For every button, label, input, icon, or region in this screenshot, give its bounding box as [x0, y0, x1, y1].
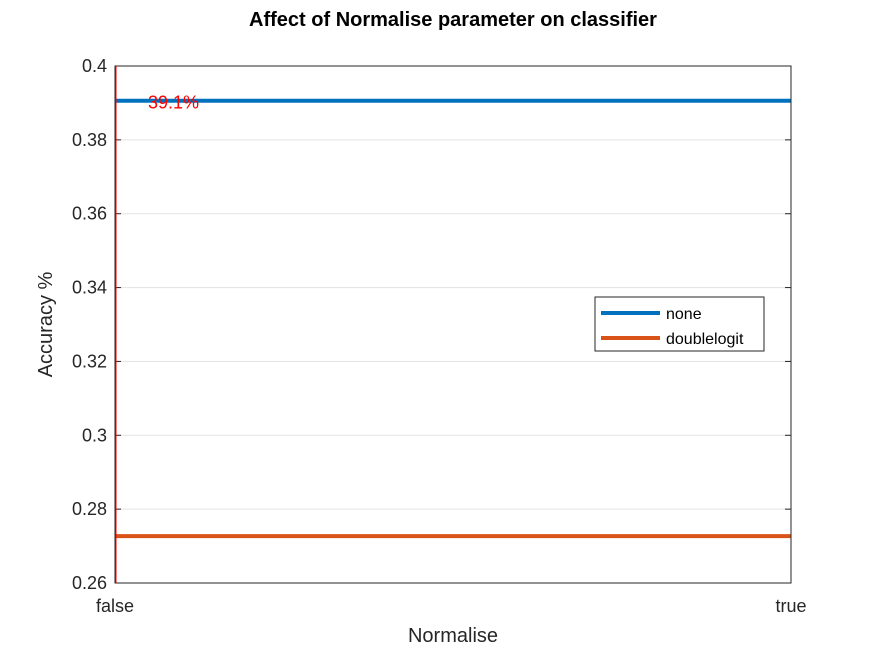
- chart-title: Affect of Normalise parameter on classif…: [249, 9, 657, 31]
- x-axis-label: Normalise: [408, 625, 498, 647]
- y-tick-label: 0.36: [72, 204, 107, 224]
- x-ticks: false true: [96, 66, 807, 616]
- grid-lines: [115, 139, 791, 510]
- y-tick-label: 0.26: [72, 573, 107, 593]
- x-tick-label: false: [96, 596, 134, 616]
- plot-frame: [114, 65, 792, 584]
- y-tick-label: 0.4: [82, 56, 107, 76]
- y-tick-label: 0.28: [72, 499, 107, 519]
- x-tick-label: true: [775, 596, 806, 616]
- legend-label-doublelogit: doublelogit: [666, 331, 744, 348]
- y-axis-label: Accuracy %: [35, 271, 57, 377]
- legend-box: [594, 296, 765, 352]
- annotation-layer: 39.1%: [115, 66, 199, 583]
- y-tick-label: 0.32: [72, 351, 107, 371]
- y-tick-label: 0.34: [72, 278, 107, 298]
- annotation-label: 39.1%: [148, 93, 199, 113]
- legend: none doublelogit: [594, 296, 765, 352]
- y-tick-label: 0.3: [82, 425, 107, 445]
- legend-label-none: none: [666, 306, 702, 323]
- series-lines: [115, 98, 791, 539]
- y-tick-label: 0.38: [72, 130, 107, 150]
